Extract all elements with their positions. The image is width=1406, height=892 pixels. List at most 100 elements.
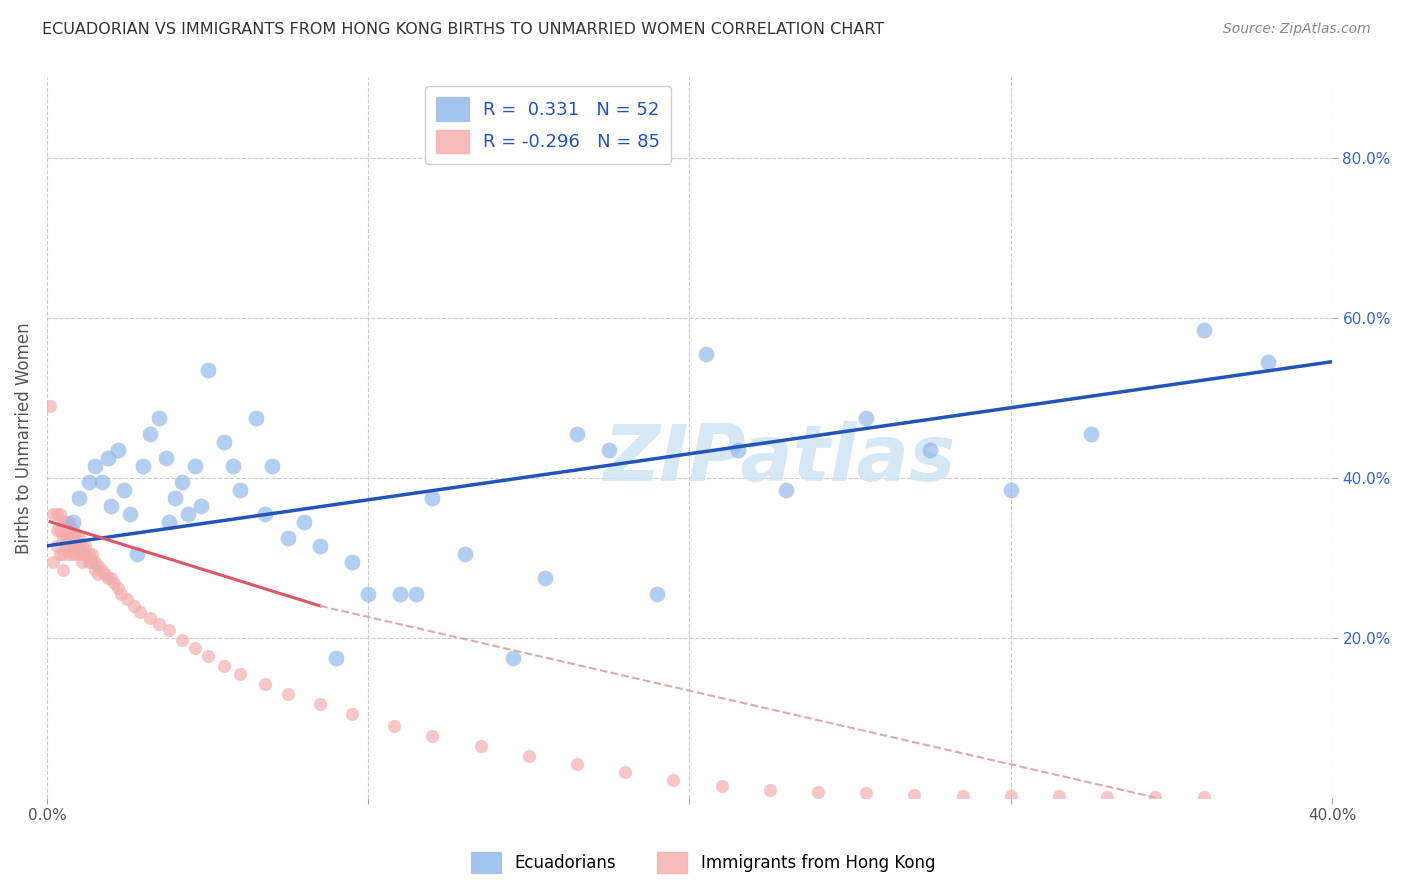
Point xyxy=(422,491,444,505)
Point xyxy=(292,515,315,529)
Point xyxy=(212,434,235,449)
Point xyxy=(565,757,588,772)
Point xyxy=(55,523,77,537)
Point xyxy=(1257,354,1279,368)
Point xyxy=(389,587,412,601)
Point xyxy=(212,659,235,673)
Point xyxy=(405,587,427,601)
Text: ZIPatlas: ZIPatlas xyxy=(603,421,956,498)
Point xyxy=(228,483,250,497)
Point xyxy=(775,483,797,497)
Point xyxy=(52,515,75,529)
Point xyxy=(190,499,212,513)
Point xyxy=(1192,323,1215,337)
Point xyxy=(107,442,129,457)
Point xyxy=(67,539,90,553)
Point xyxy=(115,592,138,607)
Point xyxy=(48,547,70,561)
Point xyxy=(1192,790,1215,805)
Point xyxy=(70,539,93,553)
Point xyxy=(84,563,107,577)
Point xyxy=(647,587,669,601)
Point xyxy=(97,571,120,585)
Point xyxy=(55,531,77,545)
Point xyxy=(1000,789,1022,804)
Point xyxy=(80,555,103,569)
Point xyxy=(58,539,80,553)
Point xyxy=(48,507,70,521)
Text: ECUADORIAN VS IMMIGRANTS FROM HONG KONG BIRTHS TO UNMARRIED WOMEN CORRELATION CH: ECUADORIAN VS IMMIGRANTS FROM HONG KONG … xyxy=(42,22,884,37)
Point xyxy=(112,483,135,497)
Point xyxy=(165,491,187,505)
Point xyxy=(148,616,170,631)
Point xyxy=(125,547,148,561)
Point xyxy=(170,632,193,647)
Point xyxy=(62,531,84,545)
Point xyxy=(129,605,152,619)
Point xyxy=(1080,426,1102,441)
Point xyxy=(45,507,67,521)
Point xyxy=(84,458,107,473)
Point xyxy=(157,623,180,637)
Point xyxy=(67,531,90,545)
Point xyxy=(1095,790,1118,805)
Point xyxy=(183,458,205,473)
Point xyxy=(277,531,299,545)
Point xyxy=(58,515,80,529)
Point xyxy=(254,677,277,691)
Point xyxy=(453,547,475,561)
Point xyxy=(58,531,80,545)
Point xyxy=(62,523,84,537)
Point xyxy=(228,667,250,681)
Point xyxy=(177,507,200,521)
Point xyxy=(67,547,90,561)
Point xyxy=(107,582,129,596)
Point xyxy=(614,765,637,780)
Point xyxy=(340,555,363,569)
Point xyxy=(65,539,87,553)
Point xyxy=(1047,789,1070,804)
Point xyxy=(62,547,84,561)
Point xyxy=(565,426,588,441)
Point xyxy=(52,563,75,577)
Point xyxy=(340,706,363,721)
Point xyxy=(759,783,782,797)
Point xyxy=(87,566,110,581)
Point xyxy=(855,410,877,425)
Point xyxy=(382,719,405,733)
Point xyxy=(65,531,87,545)
Point xyxy=(103,576,125,591)
Point xyxy=(309,697,332,711)
Y-axis label: Births to Unmarried Women: Births to Unmarried Women xyxy=(15,322,32,554)
Legend: R =  0.331   N = 52, R = -0.296   N = 85: R = 0.331 N = 52, R = -0.296 N = 85 xyxy=(425,87,671,163)
Point xyxy=(62,539,84,553)
Point xyxy=(110,587,132,601)
Point xyxy=(48,523,70,537)
Point xyxy=(100,499,122,513)
Point xyxy=(58,523,80,537)
Point xyxy=(325,651,347,665)
Point xyxy=(534,571,557,585)
Point xyxy=(309,539,332,553)
Point xyxy=(75,539,97,553)
Point xyxy=(132,458,155,473)
Point xyxy=(245,410,267,425)
Point xyxy=(517,749,540,764)
Point xyxy=(727,442,749,457)
Point xyxy=(710,779,733,793)
Point xyxy=(45,523,67,537)
Point xyxy=(183,640,205,655)
Point xyxy=(77,555,100,569)
Point xyxy=(197,362,219,376)
Point xyxy=(260,458,283,473)
Point xyxy=(357,587,380,601)
Point xyxy=(87,558,110,573)
Point xyxy=(77,547,100,561)
Point xyxy=(1144,790,1167,805)
Point xyxy=(55,515,77,529)
Point xyxy=(70,547,93,561)
Point xyxy=(903,788,925,802)
Point xyxy=(122,599,145,613)
Point xyxy=(52,531,75,545)
Point xyxy=(80,547,103,561)
